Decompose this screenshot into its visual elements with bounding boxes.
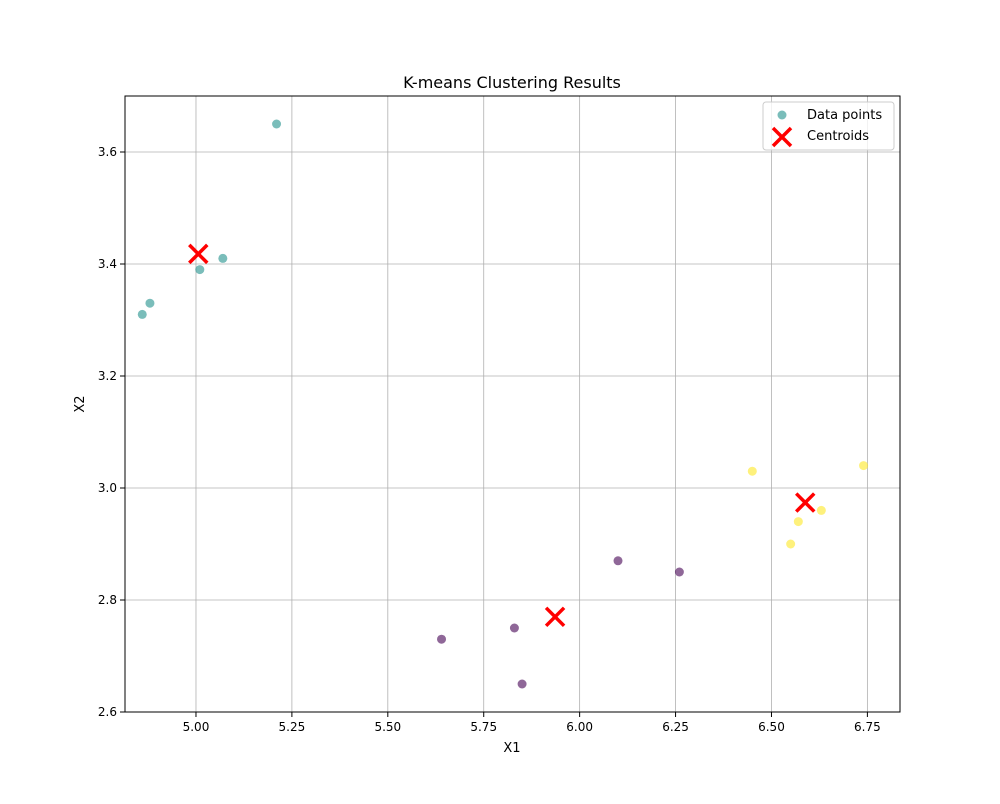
y-tick-label: 3.6 — [98, 145, 117, 159]
y-tick-label: 3.0 — [98, 481, 117, 495]
y-tick-label: 3.4 — [98, 257, 117, 271]
x-tick-label: 6.50 — [758, 720, 785, 734]
legend-centroids-label: Centroids — [807, 129, 869, 144]
data-point — [137, 309, 147, 319]
legend-data-points-label: Data points — [807, 108, 882, 123]
y-tick-label: 2.6 — [98, 705, 117, 719]
legend-data-points-marker — [777, 110, 787, 120]
centroid-marker — [544, 606, 566, 628]
x-tick-label: 5.00 — [183, 720, 210, 734]
data-point — [218, 253, 228, 263]
centroid-marker — [188, 243, 209, 265]
data-point — [747, 466, 757, 476]
data-point — [195, 265, 205, 275]
x-tick-label: 5.50 — [374, 720, 401, 734]
x-axis-ticks: 5.00 5.25 5.50 5.75 6.00 6.25 6.50 6.75 — [183, 712, 881, 734]
data-point — [793, 517, 803, 527]
x-tick-label: 6.25 — [662, 720, 689, 734]
data-point — [517, 679, 527, 689]
data-points — [137, 119, 869, 689]
data-point — [674, 567, 684, 577]
data-point — [145, 298, 155, 308]
legend-box — [762, 101, 895, 151]
x-tick-label: 5.75 — [470, 720, 497, 734]
data-point — [613, 556, 623, 566]
chart-title: K-means Clustering Results — [403, 73, 621, 92]
y-tick-label: 2.8 — [98, 593, 117, 607]
data-point — [816, 505, 826, 515]
data-point — [437, 634, 447, 644]
legend-centroids-marker — [771, 126, 793, 148]
y-tick-label: 3.2 — [98, 369, 117, 383]
x-axis-label: X1 — [503, 741, 520, 756]
x-tick-label: 6.00 — [566, 720, 593, 734]
centroid-marker — [794, 492, 816, 513]
y-axis-ticks: 2.6 2.8 3.0 3.2 3.4 3.6 — [98, 145, 125, 719]
x-tick-label: 5.25 — [279, 720, 306, 734]
data-point — [272, 119, 282, 129]
x-tick-label: 6.75 — [854, 720, 881, 734]
data-point — [859, 461, 869, 471]
centroid-legend-x — [771, 126, 793, 148]
legend: Data points Centroids — [762, 101, 895, 151]
centroids — [188, 243, 816, 628]
data-point — [786, 539, 796, 549]
y-axis-label: X2 — [73, 395, 88, 412]
data-point — [509, 623, 519, 633]
plot-area-frame — [124, 95, 901, 713]
